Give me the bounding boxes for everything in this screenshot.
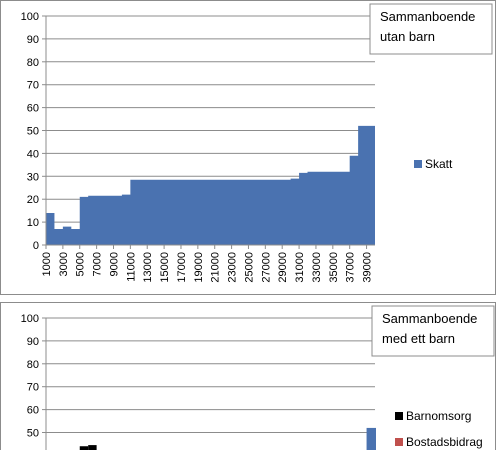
chart1-xtick-label: 17000 bbox=[176, 252, 188, 283]
chart1-ytick-label: 60 bbox=[27, 103, 39, 115]
chart1-title-line2: utan barn bbox=[380, 29, 435, 44]
chart1-ytick-label: 10 bbox=[27, 217, 39, 229]
chart1-xtick-label: 21000 bbox=[210, 252, 222, 283]
chart1-xtick-label: 27000 bbox=[260, 252, 272, 283]
chart2-legend: BarnomsorgBostadsbidragSkatt bbox=[395, 409, 483, 449]
chart1-ytick-label: 40 bbox=[27, 148, 39, 160]
chart1-ytick-label: 50 bbox=[27, 126, 39, 138]
chart2-ytick-label: 90 bbox=[27, 336, 39, 348]
chart1-title-line1: Sammanboende bbox=[380, 9, 475, 24]
chart2-ytick-label: 70 bbox=[27, 382, 39, 394]
chart1-xtick-label: 9000 bbox=[108, 252, 120, 276]
chart1-xtick-label: 19000 bbox=[193, 252, 205, 283]
chart2-ytick-label: 80 bbox=[27, 359, 39, 371]
chart1-legend-swatch-skatt bbox=[414, 160, 422, 168]
chart2-barnomsorg-bar bbox=[88, 445, 97, 450]
chart2-barnomsorg-bar bbox=[79, 446, 89, 450]
chart2-skatt-bar bbox=[366, 427, 375, 450]
chart1-ytick-label: 90 bbox=[27, 34, 39, 46]
chart1-title-box bbox=[369, 3, 493, 55]
chart2-legend-label-bostadsbidrag: Bostadsbidrag bbox=[406, 435, 483, 449]
chart1-xtick-label: 11000 bbox=[125, 252, 137, 282]
chart2-legend-label-barnomsorg: Barnomsorg bbox=[406, 409, 471, 423]
chart1-xtick-label: 39000 bbox=[362, 252, 374, 283]
chart1-ytick-label: 70 bbox=[27, 80, 39, 92]
chart1-series-skatt-area bbox=[46, 125, 375, 245]
chart2-ytick-label: 50 bbox=[27, 428, 39, 440]
chart1-xtick-label: 35000 bbox=[328, 252, 340, 283]
chart1-xtick-label: 13000 bbox=[142, 252, 154, 283]
chart1-legend: Skatt bbox=[414, 157, 453, 171]
chart2-title-line2: med ett barn bbox=[382, 331, 455, 346]
chart2-ytick-label: 60 bbox=[27, 405, 39, 417]
chart1-x-axis: 1000 3000 5000 7000 9000 11000 13000 15000 17000… bbox=[41, 245, 374, 283]
chart1-xtick-label: 29000 bbox=[277, 252, 289, 283]
chart1-y-axis: 0 10 20 30 40 50 60 70 80 90 100 bbox=[21, 11, 47, 252]
chart1-xtick-label: 7000 bbox=[92, 252, 104, 276]
chart1-legend-label-skatt: Skatt bbox=[425, 157, 453, 171]
chart2-legend-swatch-bostadsbidrag bbox=[395, 438, 403, 446]
chart1-xtick-label: 37000 bbox=[345, 252, 357, 283]
chart2-plot-area bbox=[79, 427, 376, 450]
chart1-xtick-label: 15000 bbox=[159, 252, 171, 283]
chart2-legend-swatch-barnomsorg bbox=[395, 412, 403, 420]
chart1-ytick-label: 80 bbox=[27, 57, 39, 69]
chart2-title-line1: Sammanboende bbox=[382, 311, 477, 326]
chart1-xtick-label: 23000 bbox=[227, 252, 239, 283]
chart2-gridlines bbox=[46, 317, 375, 433]
chart1-xtick-label: 5000 bbox=[75, 252, 87, 276]
chart1-xtick-label: 3000 bbox=[58, 252, 70, 276]
chart2-y-axis: 50 60 70 80 90 100 bbox=[21, 313, 47, 450]
chart1-xtick-label: 33000 bbox=[311, 252, 323, 283]
chart1-ytick-label: 0 bbox=[33, 240, 39, 252]
chart1-xtick-label: 25000 bbox=[243, 252, 255, 283]
chart2-skatt-bar bbox=[375, 427, 376, 450]
chart1-ytick-label: 20 bbox=[27, 194, 39, 206]
chart1-ytick-label: 100 bbox=[21, 11, 39, 23]
chart2-ytick-label: 100 bbox=[21, 313, 39, 325]
chart2-title-box bbox=[371, 305, 495, 357]
chart1-xtick-label: 31000 bbox=[294, 252, 306, 283]
chart1-xtick-label: 1000 bbox=[41, 252, 53, 276]
chart1-plot-area bbox=[46, 125, 375, 246]
chart1-ytick-label: 30 bbox=[27, 171, 39, 183]
